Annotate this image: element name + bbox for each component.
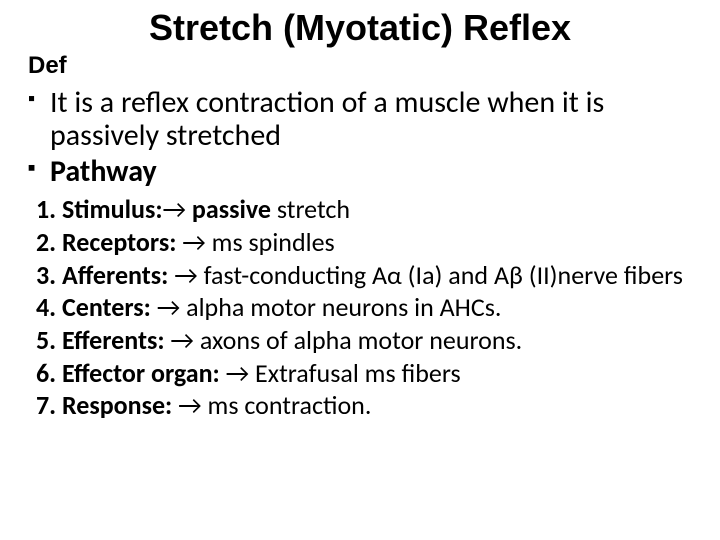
pathway-item-stimulus: Stimulus:→ passive stretch: [62, 194, 692, 225]
pathway-rest: ms spindles: [206, 226, 335, 258]
pathway-item-receptors: Receptors: → ms spindles: [62, 227, 692, 258]
bullet-list: It is a reflex contraction of a muscle w…: [28, 86, 692, 189]
pathway-label: Afferents:: [62, 259, 174, 291]
arrow-icon: →: [170, 324, 194, 356]
bullet-pathway-heading: Pathway: [50, 155, 692, 189]
arrow-icon: →: [157, 291, 181, 323]
slide-title: Stretch (Myotatic) Reflex: [28, 8, 692, 48]
pathway-item-response: Response: → ms contraction.: [62, 390, 692, 421]
pathway-rest: Extrafusal ms fibers: [249, 357, 460, 389]
pathway-label: Effector organ:: [62, 357, 226, 389]
pathway-label: Centers:: [62, 291, 157, 323]
pathway-item-effector-organ: Effector organ: → Extrafusal ms fibers: [62, 358, 692, 389]
arrow-icon: →: [226, 357, 250, 389]
pathway-label: Response:: [62, 389, 178, 421]
pathway-rest: fast-conducting Aα (Ia) and Aβ (II)nerve…: [198, 259, 683, 291]
arrow-icon: →: [163, 193, 187, 225]
pathway-label: Stimulus:: [62, 193, 163, 225]
pathway-label: Receptors:: [62, 226, 182, 258]
arrow-icon: →: [178, 389, 202, 421]
pathway-item-efferents: Efferents: → axons of alpha motor neuron…: [62, 325, 692, 356]
arrow-icon: →: [182, 226, 206, 258]
pathway-rest: alpha motor neurons in AHCs.: [180, 291, 501, 323]
slide: Stretch (Myotatic) Reflex Def It is a re…: [0, 0, 720, 540]
pathway-item-centers: Centers: → alpha motor neurons in AHCs.: [62, 292, 692, 323]
pathway-bold: passive: [186, 193, 271, 225]
pathway-label: Efferents:: [62, 324, 170, 356]
pathway-rest: axons of alpha motor neurons.: [194, 324, 522, 356]
pathway-list: Stimulus:→ passive stretch Receptors: → …: [28, 194, 692, 421]
pathway-item-afferents: Afferents: → fast-conducting Aα (Ia) and…: [62, 260, 692, 291]
def-label: Def: [28, 52, 692, 80]
pathway-rest: stretch: [271, 193, 350, 225]
arrow-icon: →: [174, 259, 198, 291]
bullet-definition: It is a reflex contraction of a muscle w…: [50, 86, 692, 153]
pathway-rest: ms contraction.: [202, 389, 372, 421]
